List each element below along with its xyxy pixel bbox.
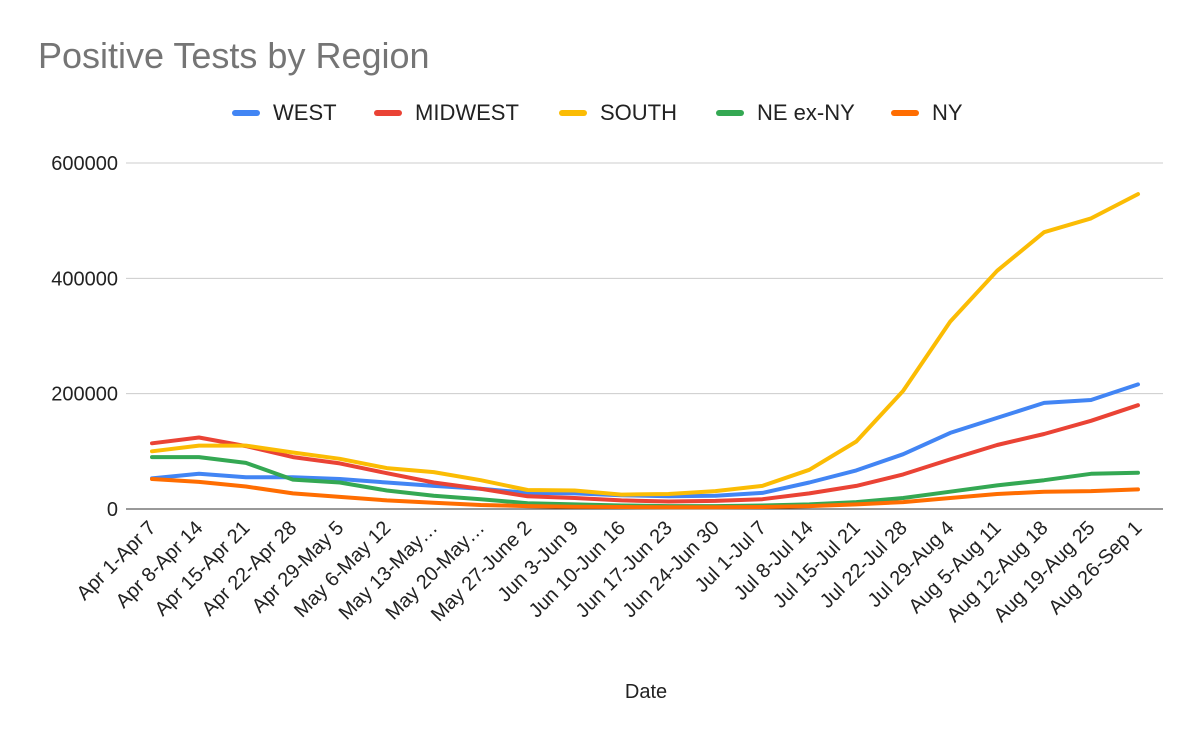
y-tick-label: 200000: [51, 384, 118, 406]
legend-label: SOUTH: [600, 100, 677, 125]
legend-swatch: [559, 110, 587, 116]
y-axis-ticks: 0 200000 400000 600000: [51, 153, 118, 521]
legend-item-midwest[interactable]: MIDWEST: [374, 100, 519, 125]
series-line-ne-ex-ny: [150, 455, 1140, 509]
series-lines: [150, 192, 1140, 510]
y-tick-label: 600000: [51, 153, 118, 175]
series-line-ny: [150, 477, 1140, 510]
x-axis-title: Date: [625, 681, 667, 703]
y-tick-label: 400000: [51, 268, 118, 290]
series-line-midwest: [150, 403, 1140, 504]
legend-swatch: [232, 110, 260, 116]
y-tick-label: 0: [107, 499, 118, 521]
legend-swatch: [891, 110, 919, 116]
legend-swatch: [374, 110, 402, 116]
legend-swatch: [716, 110, 744, 116]
legend-item-ny[interactable]: NY: [891, 100, 963, 125]
legend: WEST MIDWEST SOUTH NE ex-NY NY: [232, 100, 963, 125]
legend-item-ne-ex-ny[interactable]: NE ex-NY: [716, 100, 855, 125]
chart-title: Positive Tests by Region: [38, 35, 430, 76]
legend-label: WEST: [273, 100, 337, 125]
legend-label: MIDWEST: [415, 100, 519, 125]
legend-label: NE ex-NY: [757, 100, 855, 125]
gridlines: [126, 162, 1163, 510]
series-line-south: [150, 192, 1140, 497]
legend-item-west[interactable]: WEST: [232, 100, 337, 125]
legend-item-south[interactable]: SOUTH: [559, 100, 677, 125]
legend-label: NY: [932, 100, 963, 125]
